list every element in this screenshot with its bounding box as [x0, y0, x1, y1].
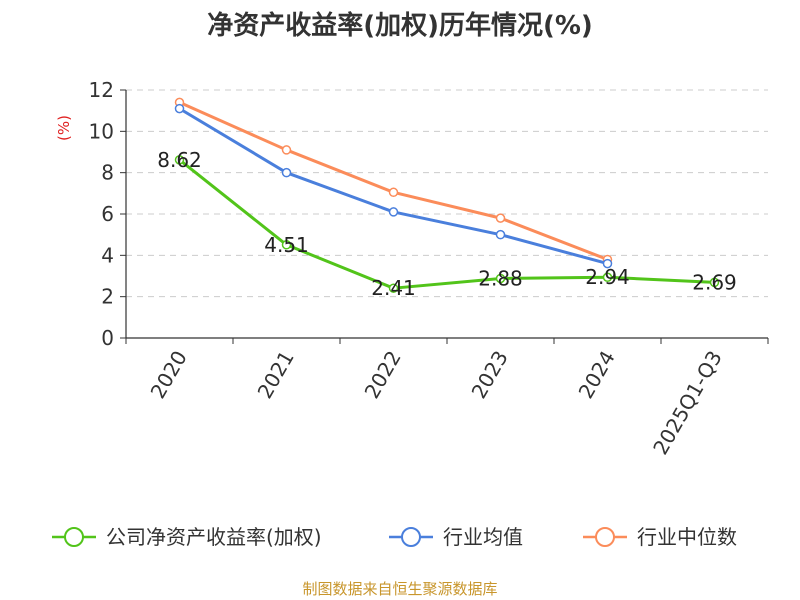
series-0-point	[495, 273, 506, 284]
series-0-point	[281, 240, 292, 250]
legend-label: 公司净资产收益率(加权)	[106, 525, 322, 549]
series-1-point	[388, 207, 399, 217]
series-line-0	[178, 158, 715, 290]
source-note: 制图数据来自恒生聚源数据库	[302, 580, 497, 598]
data-label: 8.62	[157, 148, 202, 172]
series-1-point	[602, 258, 613, 269]
data-labels: 8.62 4.51 2.41 2.88 2.94 2.69	[157, 148, 737, 300]
y-tick-label: 4	[101, 243, 114, 267]
x-tick-label: 2023	[467, 347, 513, 403]
y-tick-label: 0	[101, 326, 114, 350]
series-0-point	[388, 283, 399, 293]
series-2-point	[281, 145, 292, 155]
series-0-point	[602, 272, 613, 282]
legend-marker	[64, 527, 84, 547]
series-0-point	[709, 277, 720, 288]
data-label: 2.69	[692, 270, 737, 294]
series-line-2	[178, 101, 609, 261]
y-tick-label: 12	[89, 78, 114, 102]
series-1-point	[174, 103, 185, 114]
legend-marker	[401, 527, 421, 547]
legend-label: 行业中位数	[637, 525, 737, 549]
data-label: 2.94	[585, 265, 630, 289]
y-tick-label: 6	[101, 202, 114, 226]
grid-lines	[126, 89, 768, 298]
legend: 公司净资产收益率(加权) 行业均值 行业中位数	[52, 525, 737, 549]
x-tick-label: 2022	[360, 347, 406, 403]
x-tick-label: 2021	[253, 347, 299, 403]
chart-title: 净资产收益率(加权)历年情况(%)	[207, 10, 593, 41]
legend-label: 行业均值	[443, 525, 523, 549]
data-label: 4.51	[264, 233, 309, 257]
series-1-point	[281, 167, 292, 178]
series-2-point	[495, 213, 506, 223]
x-tick-label: 2020	[146, 347, 192, 403]
series-lines	[174, 97, 720, 293]
axes: 0 2 4 6 8 10 12 2020 2021 2022 2023 2024 2025Q1-Q3	[89, 78, 769, 459]
y-tick-label: 2	[101, 285, 114, 309]
series-1-point	[495, 229, 506, 240]
legend-marker	[595, 527, 615, 547]
y-tick-label: 10	[89, 119, 114, 143]
x-tick-label: 2025Q1-Q3	[648, 347, 727, 459]
x-tick-label: 2024	[574, 347, 620, 403]
data-label: 2.88	[478, 266, 523, 290]
series-2-point	[388, 187, 399, 198]
y-tick-label: 8	[101, 161, 114, 185]
data-label: 2.41	[371, 276, 416, 300]
series-0-point	[174, 155, 185, 165]
y-axis-label: (%)	[55, 115, 73, 141]
